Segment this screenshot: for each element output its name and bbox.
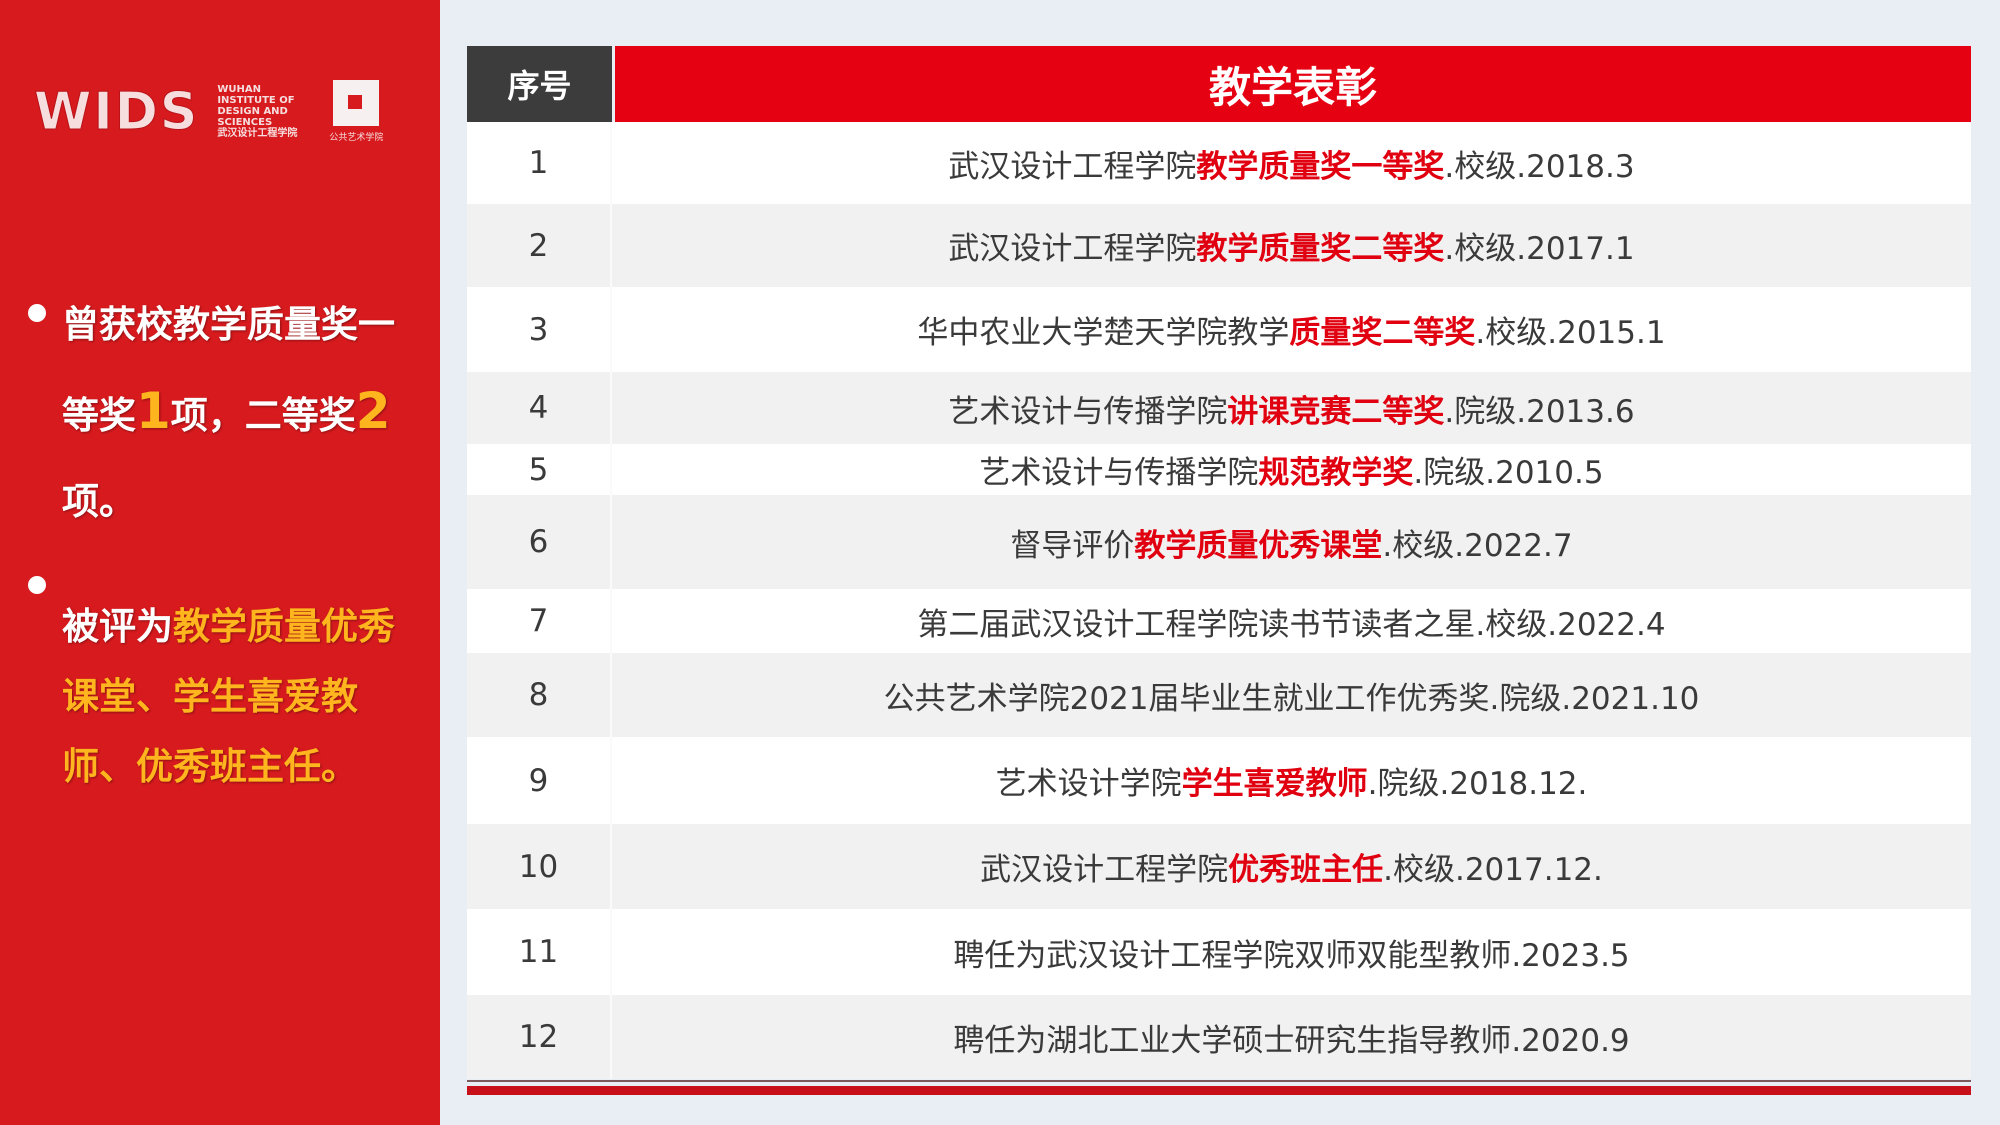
summary-honors: 被评为教学质量优秀课堂、学生喜爱教师、优秀班主任。 (62, 592, 422, 802)
logo-line: SCIENCES (217, 117, 273, 128)
bottom-bar (467, 1086, 1971, 1095)
table-row: 10 武汉设计工程学院优秀班主任.校级.2017.12. (467, 824, 1971, 909)
count: 2 (355, 382, 391, 440)
row-text: 聘任为湖北工业大学硕士研究生指导教师.2020.9 (612, 1015, 1971, 1060)
table-row: 7 第二届武汉设计工程学院读书节读者之星.校级.2022.4 (467, 589, 1971, 653)
institute-name: WUHAN INSTITUTE OF DESIGN AND SCIENCES 武… (217, 84, 297, 139)
table-row: 5 艺术设计与传播学院规范教学奖.院级.2010.5 (467, 444, 1971, 495)
row-text: 武汉设计工程学院教学质量奖一等奖.校级.2018.3 (612, 141, 1971, 186)
highlight-text: 优秀班主任 (1228, 852, 1384, 888)
row-text: 武汉设计工程学院优秀班主任.校级.2017.12. (612, 844, 1971, 889)
row-number: 12 (467, 995, 612, 1079)
text: 公共艺术学院2021届毕业生就业工作优秀奖.院级.2021.10 (883, 680, 1700, 717)
text: 第二届武汉设计工程学院读书节读者之星.校级.2022.4 (917, 606, 1666, 643)
left-panel: WIDS WUHAN INSTITUTE OF DESIGN AND SCIEN… (0, 0, 440, 1125)
highlight-text: 质量奖二等奖 (1289, 315, 1476, 351)
row-number: 10 (467, 824, 612, 909)
text: .校级.2017.12. (1383, 852, 1603, 888)
table-row: 9 艺术设计学院学生喜爱教师.院级.2018.12. (467, 737, 1971, 824)
text: 武汉设计工程学院 (948, 231, 1197, 267)
college-name: 公共艺术学院 (329, 133, 384, 143)
text: 聘任为武汉设计工程学院双师双能型教师.2023.5 (953, 937, 1630, 974)
row-number: 4 (467, 372, 612, 444)
highlight-text: 规范教学奖 (1258, 455, 1414, 491)
logo-line: WUHAN (217, 84, 261, 95)
row-number: 9 (467, 737, 612, 824)
row-number: 5 (467, 444, 612, 495)
table-row: 1 武汉设计工程学院教学质量奖一等奖.校级.2018.3 (467, 122, 1971, 204)
college-logo: 公共艺术学院 (329, 80, 383, 143)
logo-line: INSTITUTE OF (217, 95, 295, 106)
text: 艺术设计与传播学院 (979, 455, 1259, 491)
table-row: 4 艺术设计与传播学院讲课竞赛二等奖.院级.2013.6 (467, 372, 1971, 444)
row-text: 公共艺术学院2021届毕业生就业工作优秀奖.院级.2021.10 (612, 673, 1971, 718)
table-header: 序号 教学表彰 (467, 46, 1971, 122)
row-text: 华中农业大学楚天学院教学质量奖二等奖.校级.2015.1 (612, 307, 1971, 352)
wids-logo: WIDS (33, 81, 200, 142)
table-row: 3 华中农业大学楚天学院教学质量奖二等奖.校级.2015.1 (467, 287, 1971, 372)
row-number: 7 (467, 589, 612, 653)
row-number: 8 (467, 653, 612, 737)
highlight-text: 教学质量奖二等奖 (1196, 231, 1445, 267)
header-title: 教学表彰 (615, 46, 1971, 122)
highlight-text: 教学质量优秀课堂 (1134, 527, 1383, 564)
row-text: 武汉设计工程学院教学质量奖二等奖.校级.2017.1 (612, 223, 1971, 268)
text: 华中农业大学楚天学院教学 (917, 315, 1290, 351)
row-text: 督导评价教学质量优秀课堂.校级.2022.7 (612, 520, 1971, 565)
bullet-icon (28, 576, 46, 594)
bullet-icon (28, 304, 46, 322)
row-text: 艺术设计与传播学院讲课竞赛二等奖.院级.2013.6 (612, 386, 1971, 431)
count: 1 (136, 382, 171, 440)
highlight-text: 学生喜爱教师 (1181, 766, 1368, 802)
row-number: 6 (467, 495, 612, 589)
highlight-text: 教学质量奖一等奖 (1196, 148, 1445, 185)
text: 武汉设计工程学院 (980, 852, 1229, 888)
row-text: 聘任为武汉设计工程学院双师双能型教师.2023.5 (612, 930, 1971, 975)
row-number: 1 (467, 122, 612, 204)
table-row: 12 聘任为湖北工业大学硕士研究生指导教师.2020.9 (467, 995, 1971, 1079)
text: .校级.2022.7 (1382, 527, 1573, 564)
text: 曾获校教学质量奖一等奖 (62, 303, 395, 437)
text: 艺术设计与传播学院 (948, 393, 1228, 430)
text: 督导评价 (1010, 527, 1135, 564)
text: 聘任为湖北工业大学硕士研究生指导教师.2020.9 (953, 1022, 1630, 1059)
text: 项，二等奖 (170, 394, 356, 437)
text: .校级.2015.1 (1475, 315, 1666, 351)
highlight-text: 讲课竞赛二等奖 (1227, 393, 1445, 430)
row-text: 艺术设计与传播学院规范教学奖.院级.2010.5 (612, 447, 1971, 492)
logo-line: DESIGN AND (217, 106, 288, 117)
table-row: 6 督导评价教学质量优秀课堂.校级.2022.7 (467, 495, 1971, 589)
header-number: 序号 (467, 46, 612, 122)
college-emblem-icon (333, 80, 380, 126)
logo: WIDS WUHAN INSTITUTE OF DESIGN AND SCIEN… (33, 80, 383, 143)
text: .院级.2013.6 (1444, 393, 1635, 430)
text: .院级.2018.12. (1367, 766, 1588, 802)
row-number: 2 (467, 204, 612, 287)
logo-line: 武汉设计工程学院 (217, 128, 298, 139)
text: 艺术设计学院 (995, 766, 1182, 802)
table-row: 2 武汉设计工程学院教学质量奖二等奖.校级.2017.1 (467, 204, 1971, 287)
bottom-line (467, 1080, 1971, 1082)
text: 被评为 (62, 605, 173, 648)
row-number: 11 (467, 909, 612, 995)
highlight-text: 教学质量优秀课堂、学生喜爱教师、优秀班主任。 (62, 605, 395, 788)
row-text: 第二届武汉设计工程学院读书节读者之星.校级.2022.4 (612, 599, 1971, 644)
row-text: 艺术设计学院学生喜爱教师.院级.2018.12. (612, 758, 1971, 803)
text: .院级.2010.5 (1413, 455, 1604, 491)
summary-awards: 曾获校教学质量奖一等奖1项，二等奖2 项。 (62, 282, 422, 545)
text: .校级.2017.1 (1444, 231, 1635, 267)
row-number: 3 (467, 287, 612, 372)
table-row: 8 公共艺术学院2021届毕业生就业工作优秀奖.院级.2021.10 (467, 653, 1971, 737)
text: 项。 (62, 480, 136, 523)
text: .校级.2018.3 (1444, 148, 1635, 185)
table-row: 11 聘任为武汉设计工程学院双师双能型教师.2023.5 (467, 909, 1971, 995)
text: 武汉设计工程学院 (948, 148, 1197, 185)
honors-table: 序号 教学表彰 1 武汉设计工程学院教学质量奖一等奖.校级.2018.3 2 武汉设计… (467, 46, 1971, 1079)
